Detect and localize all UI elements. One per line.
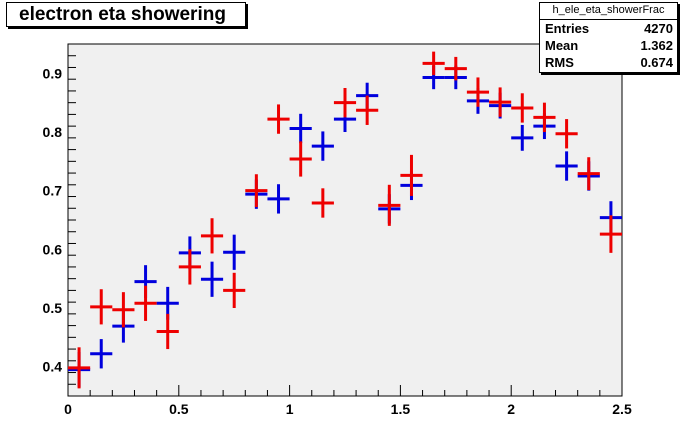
stats-rms-value: 0.674: [640, 55, 673, 70]
data-point: [511, 93, 534, 123]
data-point: [134, 285, 157, 321]
x-tick-label: 1.5: [391, 401, 411, 417]
data-point: [577, 157, 600, 191]
data-point: [555, 151, 578, 181]
y-tick-label: 0.9: [43, 65, 63, 81]
chart-title: electron eta showering: [6, 2, 246, 27]
stats-rms-label: RMS: [545, 55, 574, 70]
stats-entries-value: 4270: [644, 21, 673, 36]
data-point: [599, 215, 622, 253]
data-point: [223, 234, 246, 270]
axis-ticks: [67, 43, 623, 397]
data-point: [200, 261, 224, 297]
data-point: [223, 272, 246, 308]
data-point: [112, 292, 135, 328]
data-point: [289, 113, 312, 144]
data-point: [511, 124, 534, 151]
data-point: [466, 77, 490, 107]
data-point: [267, 184, 290, 214]
data-point: [378, 184, 401, 226]
data-point: [156, 313, 179, 350]
data-series: [68, 51, 622, 389]
y-tick-label: 0.4: [43, 359, 63, 375]
data-point: [178, 249, 201, 285]
stats-mean-value: 1.362: [640, 38, 673, 53]
data-point: [400, 154, 423, 196]
x-tick-label: 0.5: [169, 401, 189, 417]
series-1: [68, 51, 622, 389]
data-point: [333, 88, 357, 118]
data-point: [489, 87, 512, 117]
stats-entries-label: Entries: [545, 21, 590, 36]
tick-labels: 0 0.5 1 1.5 2 2.5 0.4 0.5 0.6 0.7 0.8 0.9: [43, 65, 632, 417]
data-point: [422, 51, 445, 76]
data-point: [90, 339, 113, 369]
data-point: [245, 174, 268, 208]
data-point: [533, 102, 556, 132]
stats-box: h_ele_eta_showerFrac Entries 4270 Mean 1…: [539, 2, 678, 73]
y-tick-label: 0.8: [43, 124, 63, 140]
data-point: [68, 347, 91, 389]
stats-row-mean: Mean 1.362: [540, 37, 677, 54]
data-point: [555, 119, 578, 149]
stats-row-entries: Entries 4270: [540, 20, 677, 37]
stats-histogram-name: h_ele_eta_showerFrac: [540, 3, 677, 20]
data-point: [444, 56, 467, 81]
stats-row-rms: RMS 0.674: [540, 54, 677, 71]
data-point: [90, 289, 113, 325]
x-tick-label: 2.5: [612, 401, 632, 417]
data-point: [311, 131, 334, 161]
y-tick-label: 0.5: [43, 300, 63, 316]
y-tick-label: 0.7: [43, 183, 63, 199]
x-tick-label: 0: [64, 401, 72, 417]
y-tick-label: 0.6: [43, 241, 63, 257]
x-tick-label: 2: [507, 401, 515, 417]
data-point: [356, 95, 379, 125]
data-point: [267, 104, 290, 134]
x-tick-label: 1: [286, 401, 294, 417]
data-point: [311, 188, 334, 218]
data-point: [289, 141, 312, 177]
data-point: [200, 218, 224, 254]
series-0: [68, 65, 622, 388]
stats-mean-label: Mean: [545, 38, 579, 53]
